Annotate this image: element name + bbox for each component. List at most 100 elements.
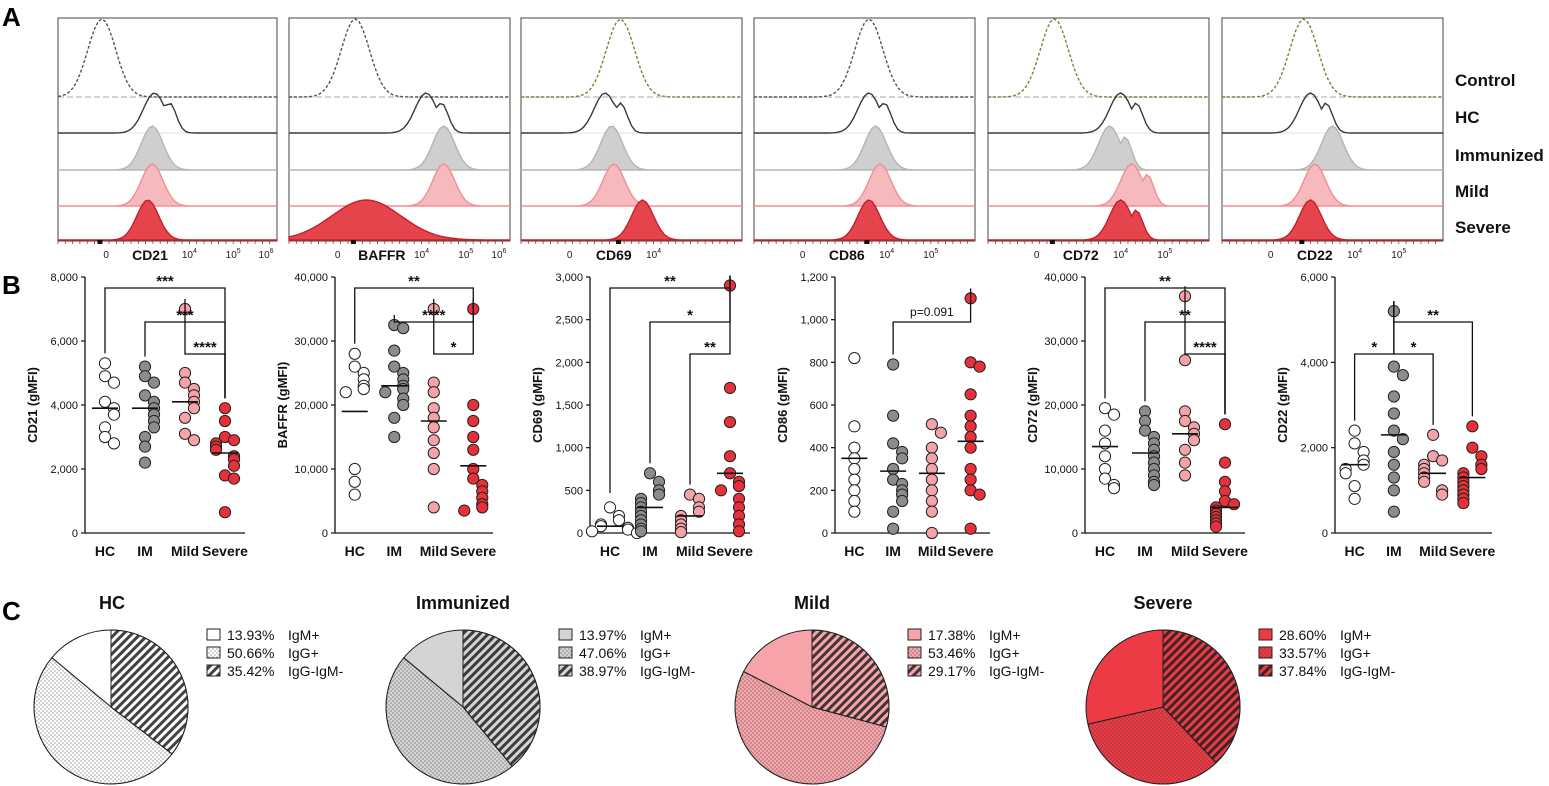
panel-letter-a: A — [2, 2, 21, 32]
data-point-severe — [467, 443, 480, 456]
histogram-zero-marker — [616, 240, 622, 244]
histogram-tick-label: 105 — [226, 248, 241, 261]
legend-label: IgG-IgM- — [989, 663, 1045, 679]
data-point-hc — [1339, 467, 1352, 480]
x-tick-label-severe: Severe — [1449, 543, 1495, 559]
data-point-im — [887, 437, 900, 450]
legend-label: IgG-IgM- — [1340, 663, 1396, 679]
data-point-im — [388, 430, 401, 444]
y-tick-label: 1,000 — [800, 315, 828, 327]
data-point-mild — [178, 376, 192, 389]
histogram-curve-control — [57, 18, 277, 98]
data-point-im — [397, 398, 410, 412]
histogram-tick-label: 0 — [1268, 250, 1274, 261]
x-tick-label-hc: HC — [95, 543, 115, 559]
significance-bracket — [689, 275, 731, 485]
y-tick-label: 6,000 — [50, 336, 78, 348]
y-tick-label: 10,000 — [294, 464, 328, 476]
data-point-im — [138, 456, 152, 469]
histogram-cd21: 0 104 105 106 CD21 — [57, 17, 278, 263]
data-point-hc — [339, 386, 352, 399]
significance-label: ** — [1159, 273, 1171, 290]
x-tick-label-mild: Mild — [918, 543, 946, 559]
histogram-zero-marker — [350, 240, 356, 244]
data-point-hc — [848, 441, 861, 454]
data-point-im — [634, 525, 648, 538]
histogram-tick-label: 106 — [259, 248, 274, 261]
scatter-cd21: 0 2,000 4,000 6,000 8,000 CD21 (gMFI) HC IM Mild… — [25, 272, 248, 559]
data-point-severe — [1466, 420, 1479, 433]
y-axis-label: CD69 (gMFI) — [530, 367, 545, 443]
y-tick-label: 2,000 — [555, 357, 583, 369]
scatter-cd86: 0 200 400 600 800 1,000 1,200 CD86 (gMFI) HC IM Mi… — [775, 272, 994, 559]
x-tick-label-im: IM — [137, 543, 153, 559]
data-point-severe — [1457, 497, 1470, 510]
pie-slice-pattern — [734, 670, 887, 785]
x-tick-label-mild: Mild — [676, 543, 704, 559]
histogram-curve-hc — [58, 92, 277, 134]
data-point-hc — [1348, 437, 1361, 450]
x-tick-label-im: IM — [1137, 543, 1153, 559]
pie-slice-pattern — [462, 629, 541, 767]
data-point-severe — [1209, 520, 1223, 533]
histogram-curve-hc — [988, 92, 1209, 134]
legend-label: IgM+ — [288, 627, 320, 643]
data-point-severe — [227, 472, 241, 485]
data-point-hc — [1098, 402, 1112, 415]
legend-swatch — [907, 628, 922, 641]
y-axis-label: CD86 (gMFI) — [775, 367, 790, 443]
y-tick-label: 0 — [1072, 528, 1078, 540]
histogram-tick-label: 104 — [646, 248, 661, 261]
histogram-curve-hc — [754, 92, 975, 134]
data-point-mild — [1418, 475, 1431, 488]
y-axis-label: BAFFR (gMFI) — [275, 362, 290, 449]
data-point-severe — [732, 479, 746, 493]
data-point-mild — [427, 446, 440, 460]
data-point-im — [379, 386, 392, 399]
histogram-tick-label: 0 — [567, 250, 573, 261]
pie-slice-igm- — [1085, 629, 1164, 725]
legend-percent: 38.97% — [579, 663, 626, 679]
data-point-im — [887, 522, 900, 535]
y-tick-label: 2,000 — [1300, 443, 1328, 455]
x-tick-label-severe: Severe — [1202, 543, 1248, 559]
data-point-severe — [964, 409, 977, 422]
y-tick-label: 0 — [322, 528, 328, 540]
histogram-cd22: 0 104 105 CD22 — [1221, 17, 1444, 263]
histogram-curve-hc — [1222, 92, 1443, 134]
legend-percent: 35.42% — [227, 663, 274, 679]
y-tick-label: 30,000 — [294, 336, 328, 348]
data-point-im — [652, 488, 666, 501]
data-point-hc — [848, 484, 861, 497]
data-point-im — [887, 358, 900, 371]
pie-slice-igm- — [51, 629, 112, 709]
data-point-mild — [925, 526, 938, 540]
data-point-mild — [692, 505, 706, 518]
data-point-mild — [925, 494, 938, 508]
data-point-severe — [973, 488, 986, 501]
data-point-hc — [848, 462, 861, 476]
data-point-im — [147, 421, 161, 434]
data-point-severe — [723, 381, 737, 395]
y-tick-label: 800 — [810, 357, 828, 369]
data-point-severe — [467, 430, 480, 444]
histogram-tick-label: 104 — [879, 248, 894, 261]
x-tick-label-mild: Mild — [420, 543, 448, 559]
data-point-im — [1387, 360, 1400, 373]
y-tick-label: 0 — [822, 528, 828, 540]
y-tick-label: 20,000 — [1044, 400, 1078, 412]
data-point-im — [1387, 484, 1400, 497]
legend-label: IgG+ — [288, 645, 319, 661]
data-point-severe — [964, 462, 977, 476]
data-point-mild — [925, 484, 938, 497]
y-tick-label: 0 — [1322, 528, 1328, 540]
histogram-curve-control — [754, 18, 975, 98]
data-point-hc — [1098, 450, 1112, 463]
data-point-im — [138, 389, 152, 402]
data-point-im — [1387, 458, 1400, 471]
y-tick-label: 8,000 — [50, 272, 78, 284]
data-point-hc — [848, 494, 861, 508]
histogram-zero-marker — [864, 240, 870, 244]
data-point-severe — [964, 441, 977, 454]
x-tick-label-im: IM — [1386, 543, 1402, 559]
